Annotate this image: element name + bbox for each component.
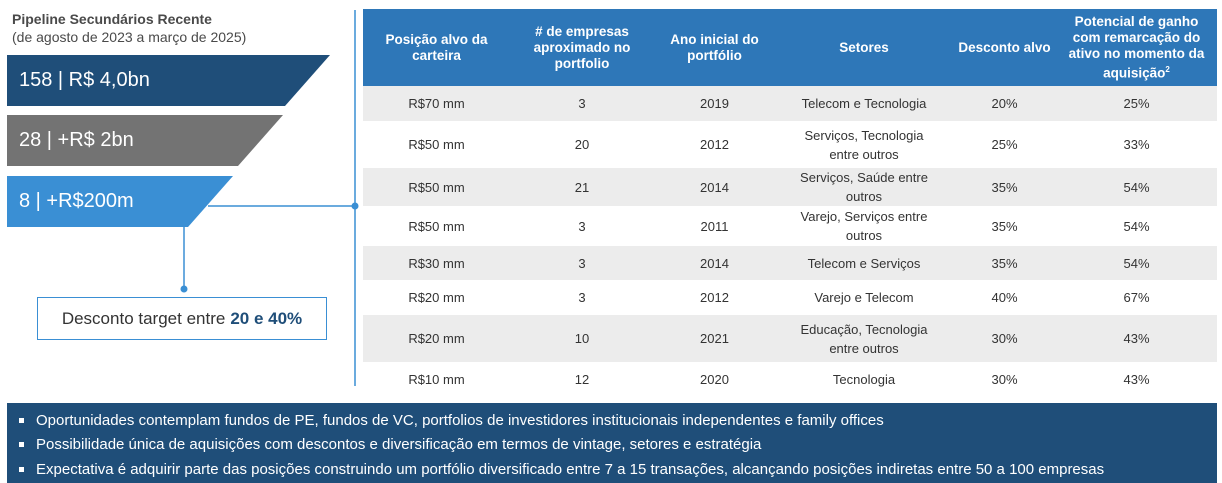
- cell-discount: 35%: [953, 168, 1056, 206]
- cell-year: 2014: [654, 168, 775, 206]
- bullet-text: Oportunidades contemplam fundos de PE, f…: [36, 411, 884, 429]
- cell-potential: 33%: [1056, 121, 1217, 168]
- cell-year: 2012: [654, 280, 775, 315]
- cell-potential: 54%: [1056, 246, 1217, 280]
- cell-potential: 25%: [1056, 86, 1217, 121]
- cell-position: R$50 mm: [363, 206, 510, 246]
- cell-companies: 21: [510, 168, 654, 206]
- col-header-year: Ano inicial do portfólio: [654, 9, 775, 86]
- cell-companies: 3: [510, 206, 654, 246]
- cell-position: R$10 mm: [363, 362, 510, 396]
- footnote-marker: 2: [1165, 64, 1170, 74]
- cell-discount: 25%: [953, 121, 1056, 168]
- bullet-text: Expectativa é adquirir parte das posiçõe…: [36, 460, 1105, 478]
- col-header-position: Posição alvo da carteira: [363, 9, 510, 86]
- cell-year: 2012: [654, 121, 775, 168]
- cell-discount: 35%: [953, 206, 1056, 246]
- cell-sectors: Varejo, Serviços entre outros: [775, 206, 953, 246]
- cell-sectors: Telecom e Serviços: [775, 246, 953, 280]
- table-row: R$30 mm 3 2014 Telecom e Serviços 35% 54%: [363, 246, 1217, 280]
- bullet-square-icon: [19, 442, 24, 448]
- cell-sectors: Telecom e Tecnologia: [775, 86, 953, 121]
- bullet-square-icon: [19, 417, 24, 423]
- page-subtitle: (de agosto de 2023 a março de 2025): [12, 29, 247, 45]
- cell-position: R$30 mm: [363, 246, 510, 280]
- cell-position: R$50 mm: [363, 168, 510, 206]
- connector-lines: [180, 10, 359, 386]
- table-body: R$70 mm 3 2019 Telecom e Tecnologia 20% 25% R$…: [363, 86, 1217, 396]
- bullet-square-icon: [19, 466, 24, 472]
- col-header-discount: Desconto alvo: [953, 9, 1056, 86]
- col-header-potential: Potencial de ganho com remarcação do ati…: [1056, 9, 1217, 86]
- funnel-bar-selected: 8 | +R$200m: [7, 176, 233, 227]
- cell-discount: 35%: [953, 246, 1056, 280]
- cell-potential: 43%: [1056, 362, 1217, 396]
- connector-dot-table: [351, 202, 359, 210]
- table-row: R$10 mm 12 2020 Tecnologia 30% 43%: [363, 362, 1217, 396]
- cell-potential: 67%: [1056, 280, 1217, 315]
- cell-year: 2014: [654, 246, 775, 280]
- bullet-text: Possibilidade única de aquisições com de…: [36, 436, 762, 454]
- cell-companies: 10: [510, 315, 654, 362]
- cell-discount: 20%: [953, 86, 1056, 121]
- cell-sectors: Educação, Tecnologia entre outros: [775, 315, 953, 362]
- table-row: R$20 mm 10 2021 Educação, Tecnologia entre …: [363, 315, 1217, 362]
- col-header-sectors: Setores: [775, 9, 953, 86]
- table-row: R$50 mm 21 2014 Serviços, Saúde entre outro…: [363, 168, 1217, 206]
- cell-sectors: Serviços, Saúde entre outros: [775, 168, 953, 206]
- cell-discount: 40%: [953, 280, 1056, 315]
- cell-potential: 54%: [1056, 206, 1217, 246]
- cell-position: R$50 mm: [363, 121, 510, 168]
- cell-position: R$20 mm: [363, 315, 510, 362]
- cell-discount: 30%: [953, 362, 1056, 396]
- table-row: R$50 mm 3 2011 Varejo, Serviços entre outro…: [363, 206, 1217, 246]
- cell-position: R$70 mm: [363, 86, 510, 121]
- cell-discount: 30%: [953, 315, 1056, 362]
- funnel-bar-label: 8 | +R$200m: [19, 190, 134, 212]
- cell-potential: 43%: [1056, 315, 1217, 362]
- bullet-item: Expectativa é adquirir parte das posiçõe…: [19, 457, 1217, 482]
- discount-target-box: Desconto target entre 20 e 40%: [37, 297, 327, 340]
- discount-value: 20 e 40%: [230, 308, 303, 328]
- table-header-row: Posição alvo da carteira # de empresas a…: [363, 9, 1217, 86]
- funnel-bar-label: 158 | R$ 4,0bn: [19, 69, 150, 91]
- bullet-item: Possibilidade única de aquisições com de…: [19, 433, 1217, 458]
- funnel-bar-pipeline: 158 | R$ 4,0bn: [7, 55, 330, 106]
- table-row: R$50 mm 20 2012 Serviços, Tecnologia entre …: [363, 121, 1217, 168]
- page-title: Pipeline Secundários Recente: [12, 11, 212, 27]
- connector-dot-discount: [180, 285, 188, 293]
- discount-prefix: Desconto target entre: [61, 308, 226, 328]
- cell-companies: 3: [510, 280, 654, 315]
- table-row: R$70 mm 3 2019 Telecom e Tecnologia 20% 25%: [363, 86, 1217, 121]
- cell-potential: 54%: [1056, 168, 1217, 206]
- pipeline-table: Posição alvo da carteira # de empresas a…: [363, 9, 1217, 396]
- cell-sectors: Varejo e Telecom: [775, 280, 953, 315]
- table-row: R$20 mm 3 2012 Varejo e Telecom 40% 67%: [363, 280, 1217, 315]
- cell-position: R$20 mm: [363, 280, 510, 315]
- cell-year: 2020: [654, 362, 775, 396]
- bullet-item: Oportunidades contemplam fundos de PE, f…: [19, 408, 1217, 433]
- bullet-panel: Oportunidades contemplam fundos de PE, f…: [7, 403, 1217, 483]
- cell-companies: 3: [510, 86, 654, 121]
- cell-companies: 3: [510, 246, 654, 280]
- col-header-companies: # de empresas aproximado no portfolio: [510, 9, 654, 86]
- cell-sectors: Serviços, Tecnologia entre outros: [775, 121, 953, 168]
- cell-companies: 20: [510, 121, 654, 168]
- potential-header-text: Potencial de ganho com remarcação do ati…: [1068, 13, 1205, 81]
- cell-sectors: Tecnologia: [775, 362, 953, 396]
- funnel-bar-analyzed: 28 | +R$ 2bn: [7, 115, 283, 166]
- cell-year: 2021: [654, 315, 775, 362]
- cell-year: 2011: [654, 206, 775, 246]
- cell-companies: 12: [510, 362, 654, 396]
- funnel-bar-label: 28 | +R$ 2bn: [19, 129, 134, 151]
- cell-year: 2019: [654, 86, 775, 121]
